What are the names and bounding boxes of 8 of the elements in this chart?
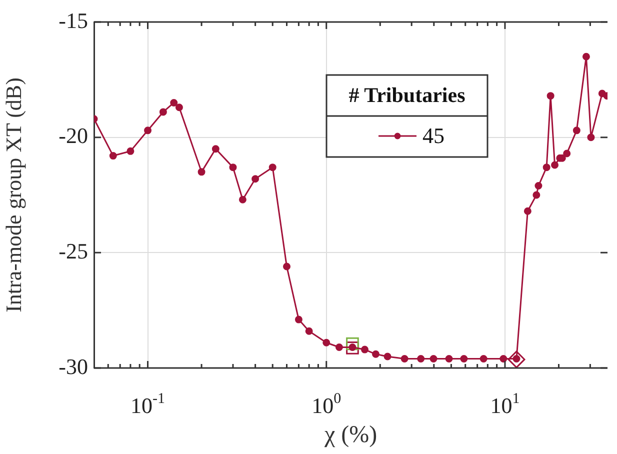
y-tick-label: -20: [58, 123, 88, 148]
y-tick-label: -30: [58, 354, 88, 379]
y-tick-label: -25: [58, 238, 88, 264]
legend-title: # Tributaries: [348, 82, 466, 107]
y-axis-title: Intra-mode group XT (dB): [0, 78, 26, 312]
legend-label: 45: [422, 122, 444, 148]
x-axis-title: χ (%): [323, 422, 378, 448]
y-tick-label: -15: [58, 8, 88, 33]
